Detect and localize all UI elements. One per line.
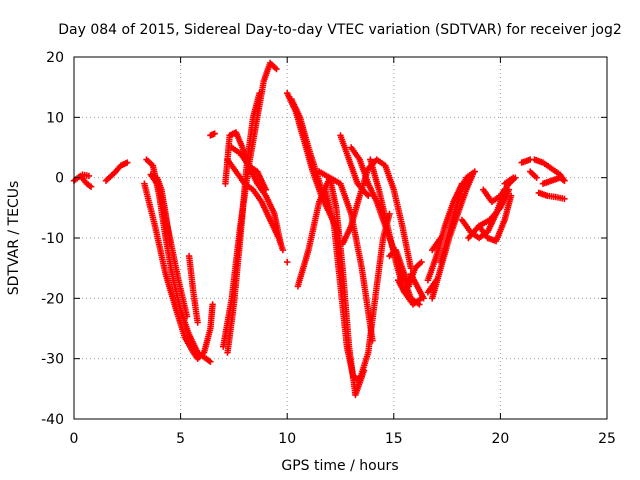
- data-marks: [535, 189, 568, 202]
- series-arc-31: [437, 168, 478, 266]
- x-tick-label: 20: [491, 431, 509, 447]
- data-marks: [527, 168, 540, 181]
- data-marks: [224, 90, 263, 356]
- series-arc-09: [207, 130, 218, 139]
- data-marks: [224, 156, 287, 254]
- data-marks: [288, 96, 329, 205]
- series-arc-07: [153, 174, 174, 248]
- data-marks: [475, 192, 515, 245]
- chart-title: Day 084 of 2015, Sidereal Day-to-day VTE…: [58, 22, 621, 38]
- x-tick-label: 10: [278, 431, 296, 447]
- data-marks: [322, 186, 393, 383]
- series-arc-06: [147, 171, 191, 320]
- series-arc-12: [222, 129, 284, 248]
- y-tick-label: -20: [41, 291, 64, 307]
- series-arc-03: [102, 159, 131, 184]
- data-marks: [185, 252, 201, 326]
- series-arc-17: [284, 258, 291, 266]
- series-arc-40: [539, 174, 568, 187]
- series-arc-05: [143, 156, 214, 365]
- data-marks: [222, 129, 284, 248]
- x-tick-label: 5: [176, 431, 185, 447]
- data-marks: [153, 174, 174, 248]
- data-marks: [424, 180, 466, 284]
- y-tick-labels: -40 -30 -20 -10 0 10 20: [41, 50, 64, 428]
- data-marks: [437, 168, 478, 266]
- data-points: [70, 59, 568, 399]
- series-arc-08: [185, 252, 201, 326]
- x-axis-label: GPS time / hours: [281, 458, 398, 474]
- y-tick-label: -10: [41, 231, 64, 247]
- series-arc-20: [322, 186, 393, 383]
- x-tick-label: 25: [598, 431, 616, 447]
- series-arc-11: [224, 90, 263, 356]
- y-tick-label: 0: [55, 171, 64, 187]
- data-marks: [284, 258, 291, 266]
- series-arc-36: [501, 174, 517, 187]
- series-arc-41: [535, 189, 568, 202]
- data-marks: [539, 174, 568, 187]
- data-marks: [207, 130, 218, 139]
- axis-ticks: [73, 56, 608, 420]
- data-marks: [394, 271, 427, 302]
- data-marks: [79, 171, 93, 180]
- y-tick-label: 20: [46, 50, 64, 66]
- series-arc-16: [288, 96, 329, 205]
- series-arc-02: [79, 171, 93, 180]
- series-arc-30: [429, 234, 444, 254]
- series-arc-38: [527, 168, 540, 181]
- series-arc-13: [224, 156, 287, 254]
- data-marks: [102, 159, 131, 184]
- series-arc-29: [424, 180, 466, 284]
- series-arc-37: [518, 156, 534, 166]
- y-tick-label: 10: [46, 110, 64, 126]
- series-arc-14: [228, 144, 270, 193]
- x-tick-label: 15: [385, 431, 403, 447]
- series-arc-34: [475, 192, 515, 245]
- data-marks: [429, 234, 444, 254]
- series-arc-26: [394, 271, 427, 302]
- y-tick-label: -40: [41, 412, 64, 428]
- y-tick-label: -30: [41, 352, 64, 368]
- data-marks: [147, 171, 191, 320]
- data-marks: [143, 156, 214, 365]
- x-tick-labels: 0 5 10 15 20 25: [70, 431, 616, 447]
- data-marks: [337, 132, 372, 199]
- data-marks: [501, 174, 517, 187]
- x-tick-label: 0: [70, 431, 79, 447]
- series-arc-22: [337, 132, 372, 199]
- data-marks: [518, 156, 534, 166]
- data-marks: [228, 144, 270, 193]
- y-axis-label: SDTVAR / TECUs: [6, 181, 22, 296]
